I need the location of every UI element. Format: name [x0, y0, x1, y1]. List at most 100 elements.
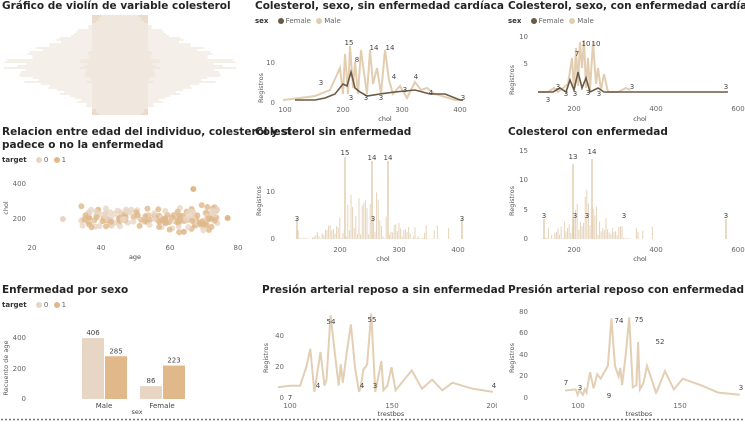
data-label: 8	[355, 56, 359, 64]
data-label: 14	[384, 154, 393, 162]
series-line	[277, 313, 494, 393]
data-label: 3	[364, 94, 368, 102]
legend-title: sex	[508, 17, 522, 25]
data-label: 3	[373, 382, 377, 390]
legend-title: sex	[255, 17, 269, 25]
data-label: 4	[492, 382, 497, 390]
ytick: 0	[524, 235, 528, 243]
scatter-point	[130, 218, 137, 225]
xtick: 200	[333, 246, 346, 254]
data-label: 4	[360, 382, 365, 390]
data-label: 3	[724, 83, 728, 91]
scatter-point	[151, 210, 158, 217]
legend-title: target	[2, 301, 27, 309]
data-label: 52	[656, 338, 665, 346]
legend-0-marker	[35, 157, 42, 163]
data-label: 3	[371, 215, 375, 223]
data-label: 3	[379, 94, 383, 102]
bp-disease-panel: Presión arterial reposo con enfermedad R…	[508, 284, 745, 416]
ylabel: Registros	[257, 72, 265, 103]
data-label: 14	[386, 44, 395, 52]
legend-male-label: Male	[577, 17, 594, 25]
bar	[82, 338, 104, 399]
panel-title: Colesterol sin enfermedad	[255, 126, 412, 138]
xlabel: chol	[376, 255, 390, 263]
scatter-point	[151, 216, 158, 223]
ytick: 80	[519, 308, 528, 316]
bar-value-label: 285	[109, 347, 122, 355]
xlabel: chol	[633, 255, 647, 263]
legend-1-marker	[53, 302, 60, 308]
data-label: 54	[327, 318, 336, 326]
legend-female-label: Female	[538, 17, 564, 25]
bar-value-label: 86	[147, 377, 156, 385]
panel-title: Presión arterial reposo a sin enfermedad	[262, 284, 506, 296]
bp-disease-chart: Registros 0 20 40 60 80 74 75 52 7 3 9 3…	[508, 308, 743, 416]
scatter-point	[204, 204, 211, 211]
bar	[140, 386, 162, 399]
age-scatter-panel: Relacion entre edad del individuo, coles…	[2, 126, 291, 266]
data-label: 4	[392, 73, 397, 81]
scatter-point	[108, 218, 115, 225]
ytick: 0	[280, 394, 284, 402]
scatter-point	[176, 216, 183, 223]
bar	[105, 356, 127, 399]
ylabel: Recuento de age	[2, 341, 10, 396]
data-label: 3	[349, 94, 353, 102]
data-label: 3	[460, 215, 464, 223]
ylabel: Registros	[508, 342, 516, 373]
scatter-point	[174, 208, 181, 215]
xlabel: trestbps	[626, 410, 653, 416]
ytick: 200	[13, 365, 26, 373]
scatter-point	[211, 211, 218, 218]
category-label: Male	[96, 402, 113, 410]
violin-plot	[3, 15, 237, 115]
scatter-point	[93, 214, 100, 221]
scatter-point	[180, 228, 187, 235]
xtick: 20	[28, 244, 37, 252]
scatter-point	[189, 217, 196, 224]
data-label: 7	[575, 50, 579, 58]
ylabel: chol	[2, 201, 10, 215]
data-label: 10	[582, 40, 591, 48]
data-label: 7	[288, 394, 292, 402]
series-male-line	[538, 39, 631, 94]
scatter-point	[130, 214, 137, 221]
ylabel: Registros	[508, 185, 516, 216]
xtick: 200	[336, 106, 349, 114]
data-label: 3	[295, 215, 299, 223]
scatter-point	[205, 215, 212, 222]
violin-panel: Gráfico de violín de variable colesterol	[2, 0, 242, 120]
data-label: 3	[542, 212, 546, 220]
scatter-point	[224, 215, 231, 221]
scatter-point	[107, 209, 114, 216]
scatter-point	[93, 208, 100, 215]
legend-0-label: 0	[43, 156, 49, 164]
xlabel: sex	[131, 408, 142, 416]
ytick: 0	[524, 394, 528, 402]
bar-value-label: 406	[86, 329, 100, 337]
ytick: 10	[266, 59, 275, 67]
bp-no-disease-chart: Registros 0 20 40 54 55 7 4 4 3 4 100 15…	[262, 313, 497, 416]
scatter-point	[114, 207, 121, 214]
scatter-point	[82, 212, 89, 219]
data-label: 3	[622, 212, 626, 220]
legend-male-label: Male	[324, 17, 341, 25]
ytick: 20	[275, 363, 284, 371]
panel-title: Gráfico de violín de variable colesterol	[2, 0, 231, 12]
ytick: 400	[13, 334, 26, 342]
scatter-point	[160, 215, 167, 222]
xlabel: trestbps	[378, 410, 405, 416]
panel-title: Enfermedad por sexo	[2, 284, 129, 296]
xlabel: age	[129, 253, 141, 261]
xtick: 40	[97, 244, 106, 252]
data-label: 10	[592, 40, 601, 48]
xtick: 150	[385, 402, 398, 410]
chol-disease-panel: Colesterol con enfermedad Registros 0 5 …	[508, 126, 745, 266]
ytick: 0	[22, 395, 26, 403]
xtick: 400	[649, 105, 662, 113]
data-label: 3	[578, 384, 582, 392]
xtick: 300	[395, 106, 408, 114]
panel-title: Colesterol, sexo, sin enfermedad cardíac…	[255, 0, 504, 12]
xtick: 80	[234, 244, 243, 252]
